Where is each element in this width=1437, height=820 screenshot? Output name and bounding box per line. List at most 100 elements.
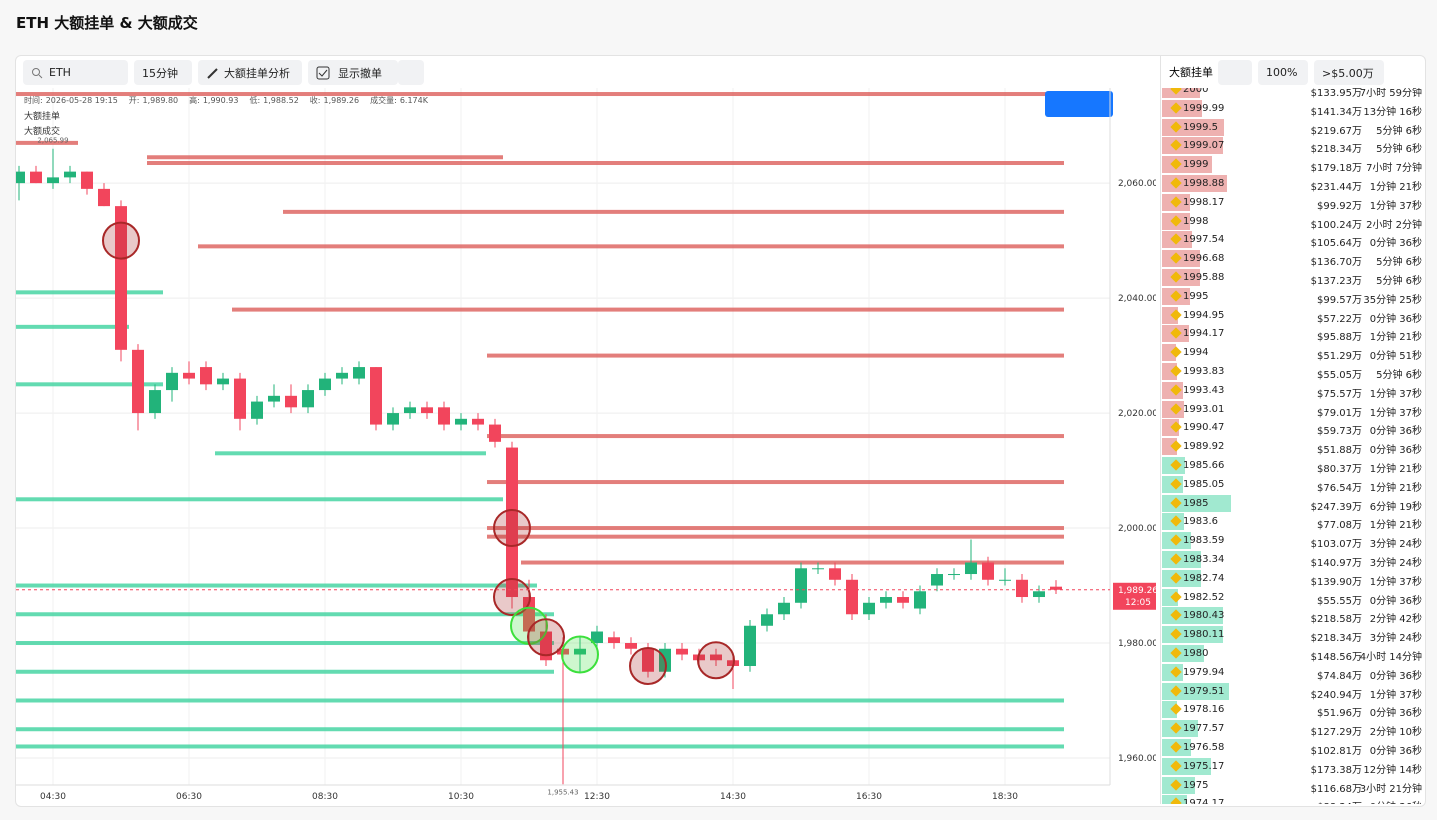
book-row[interactable]: 1993.83 $55.05万 5分钟 6秒 (1162, 362, 1424, 381)
book-row[interactable]: 1980.43 $218.58万 2分钟 42秒 (1162, 606, 1424, 625)
book-row[interactable]: 1994 $51.29万 0分钟 51秒 (1162, 343, 1424, 362)
price: 1985.66 (1183, 460, 1225, 471)
book-row[interactable]: 1978.16 $51.96万 0分钟 36秒 (1162, 700, 1424, 719)
candle-body (319, 378, 331, 391)
book-row[interactable]: 2000 $133.95万 7小时 59分钟 (1162, 88, 1424, 99)
show-cancel-toggle[interactable]: 显示撤单 (308, 60, 398, 85)
book-row[interactable]: 1975.17 $173.38万 12分钟 14秒 (1162, 757, 1424, 776)
trade-bubble (493, 578, 531, 617)
book-row[interactable]: 1985.05 $76.54万 1分钟 21秒 (1162, 475, 1424, 494)
book-row[interactable]: 1985.66 $80.37万 1分钟 21秒 (1162, 456, 1424, 475)
amount: $51.88万 (1317, 445, 1362, 457)
price: 1998.88 (1183, 178, 1225, 189)
book-row[interactable]: 1989.92 $51.88万 0分钟 36秒 (1162, 437, 1424, 456)
amount: $79.01万 (1317, 407, 1362, 419)
price: 1993.43 (1183, 384, 1225, 396)
candle-body (404, 407, 416, 414)
book-row[interactable]: 1982.52 $55.55万 0分钟 36秒 (1162, 588, 1424, 607)
book-row[interactable]: 1983.6 $77.08万 1分钟 21秒 (1162, 512, 1424, 531)
candle-body (183, 372, 195, 379)
book-row[interactable]: 1979.94 $74.84万 0分钟 36秒 (1162, 663, 1424, 682)
book-row[interactable]: 1994.17 $95.88万 1分钟 21秒 (1162, 324, 1424, 343)
amount: $99.57万 (1317, 294, 1362, 306)
book-settings[interactable] (1218, 60, 1252, 85)
age: 2小时 2分钟 (1366, 219, 1422, 231)
bid-wall (16, 497, 503, 502)
book-row[interactable]: 1998 $100.24万 2小时 2分钟 (1162, 212, 1424, 231)
bid-wall (16, 744, 1064, 749)
info-value: 1,989.80 (143, 96, 179, 105)
book-row[interactable]: 1998.17 $99.92万 1分钟 37秒 (1162, 193, 1424, 212)
bid-wall (16, 669, 554, 674)
symbol-search[interactable]: ETH (23, 60, 128, 85)
book-row[interactable]: 1982.74 $139.90万 1分钟 37秒 (1162, 569, 1424, 588)
book-row[interactable]: 1983.34 $140.97万 3分钟 24秒 (1162, 550, 1424, 569)
book-row[interactable]: 1999 $179.18万 7小时 7分钟 (1162, 155, 1424, 174)
candle-body (302, 390, 314, 408)
book-row[interactable]: 1975 $116.68万 3小时 21分钟 (1162, 776, 1424, 795)
price: 1998.17 (1183, 196, 1225, 208)
book-row[interactable]: 1999.5 $219.67万 5分钟 6秒 (1162, 118, 1424, 137)
book-row[interactable]: 1999.99 $141.34万 13分钟 16秒 (1162, 99, 1424, 118)
amount: $88.34万 (1317, 798, 1362, 804)
book-row[interactable]: 1985 $247.39万 6分钟 19秒 (1162, 494, 1424, 513)
price: 1975 (1183, 779, 1209, 791)
candle-body (387, 413, 399, 425)
trade-bubble (493, 509, 531, 548)
float-toolbar[interactable] (1045, 91, 1113, 117)
book-row[interactable]: 1998.88 $231.44万 1分钟 21秒 (1162, 174, 1424, 193)
age: 5分钟 6秒 (1376, 125, 1422, 137)
trade-bubble (697, 641, 735, 680)
candle-body (455, 418, 467, 425)
analysis-button[interactable]: 大额挂单分析 (198, 60, 302, 85)
book-row[interactable]: 1977.57 $127.29万 2分钟 10秒 (1162, 719, 1424, 738)
price: 1983.59 (1183, 535, 1225, 547)
info-value: 1,989.26 (323, 96, 359, 105)
book-row[interactable]: 1995.88 $137.23万 5分钟 6秒 (1162, 268, 1424, 287)
book-row[interactable]: 1993.01 $79.01万 1分钟 37秒 (1162, 400, 1424, 419)
book-row[interactable]: 1990.47 $59.73万 0分钟 36秒 (1162, 418, 1424, 437)
palette-button[interactable] (398, 60, 424, 85)
age: 0分钟 36秒 (1369, 708, 1422, 720)
candle-body (710, 654, 722, 661)
candle-body (421, 407, 433, 414)
book-row[interactable]: 1980 $148.56万 4小时 14分钟 (1162, 644, 1424, 663)
interval-select[interactable]: 15分钟 (134, 60, 192, 85)
bid-wall (16, 727, 1064, 732)
y-tick-label: 2,020.00 (1118, 409, 1156, 419)
amount: $102.81万 (1310, 746, 1362, 757)
age: 1分钟 21秒 (1369, 182, 1422, 193)
age: 0分钟 36秒 (1369, 670, 1422, 682)
book-row[interactable]: 1996.68 $136.70万 5分钟 6秒 (1162, 249, 1424, 268)
book-row[interactable]: 1994.95 $57.22万 0分钟 36秒 (1162, 306, 1424, 325)
candle-body (676, 648, 688, 655)
ask-wall (198, 244, 1064, 249)
book-row[interactable]: 1979.51 $240.94万 1分钟 37秒 (1162, 682, 1424, 701)
price: 1980.43 (1183, 610, 1225, 622)
ratio-select[interactable]: 100% (1258, 60, 1308, 85)
candle-body (591, 631, 603, 644)
y-tick-label: 2,040.00 (1118, 294, 1156, 304)
ask-wall (232, 307, 1064, 312)
ask-wall (521, 560, 1064, 565)
age: 1分钟 21秒 (1369, 464, 1422, 475)
book-row[interactable]: 1995 $99.57万 35分钟 25秒 (1162, 287, 1424, 306)
price: 1985.05 (1183, 478, 1225, 490)
book-row[interactable]: 1974.17 $88.34万 0分钟 36秒 (1162, 794, 1424, 804)
book-row[interactable]: 1976.58 $102.81万 0分钟 36秒 (1162, 738, 1424, 757)
candle-body (829, 568, 841, 580)
ask-wall (147, 155, 503, 160)
age: 0分钟 36秒 (1369, 426, 1422, 438)
candle-body (642, 648, 654, 672)
book-row[interactable]: 1983.59 $103.07万 3分钟 24秒 (1162, 531, 1424, 550)
book-row[interactable]: 1980.11 $218.34万 3分钟 24秒 (1162, 625, 1424, 644)
threshold-select[interactable]: >$5.00万 (1314, 60, 1384, 85)
info-value: 2026-05-28 19:15 (46, 96, 118, 105)
book-row[interactable]: 1997.54 $105.64万 0分钟 36秒 (1162, 230, 1424, 249)
age: 0分钟 51秒 (1369, 351, 1422, 363)
book-row[interactable]: 1993.43 $75.57万 1分钟 37秒 (1162, 381, 1424, 400)
bid-wall (215, 451, 486, 456)
age: 0分钟 36秒 (1369, 313, 1422, 325)
amount: $51.96万 (1317, 708, 1362, 720)
book-row[interactable]: 1999.07 $218.34万 5分钟 6秒 (1162, 136, 1424, 155)
